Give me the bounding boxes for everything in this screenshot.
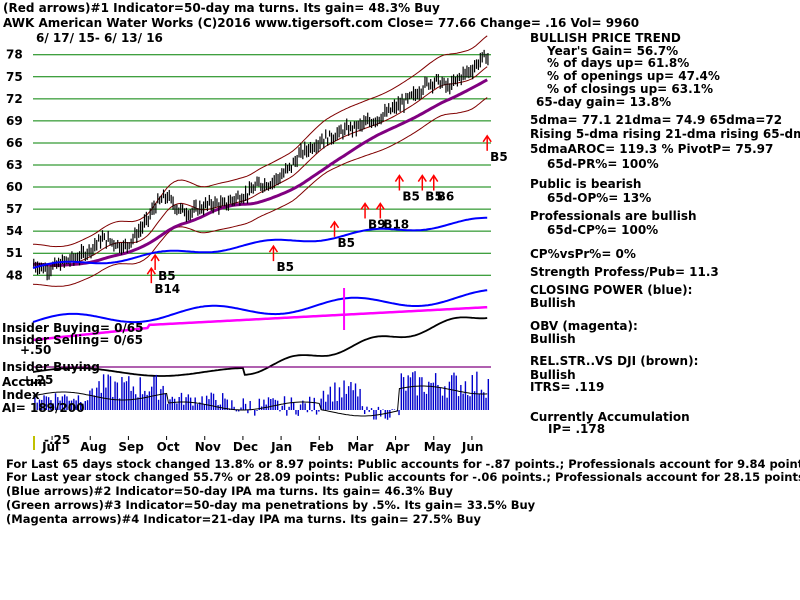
op-value: 65d-OP%= 13% [547, 191, 652, 205]
y-tick-label: 69 [6, 114, 23, 128]
x-tick-label: Aug [80, 440, 106, 454]
ip-value: IP= .178 [548, 422, 606, 436]
insider-buying-count: Insider Buying= 0/65 [2, 321, 144, 335]
upper-band-line [32, 35, 488, 248]
y-tick-label: 75 [6, 70, 23, 84]
accumulation-status: Currently Accumulation [530, 410, 690, 424]
signal-arrowhead [360, 202, 370, 210]
x-tick-label: Feb [309, 440, 334, 454]
x-tick-label: Jan [270, 440, 292, 454]
accum-plus25-label: +.25 [22, 373, 54, 387]
ma21-line [33, 66, 488, 268]
y-tick-label: 72 [6, 92, 23, 106]
accum-minus25-label: -.25 [44, 433, 71, 447]
signal-label: B5 [338, 236, 356, 250]
y-tick-label: 51 [6, 246, 23, 260]
signal-label: B5 [490, 150, 508, 164]
obv-line [32, 305, 488, 342]
signal-arrowhead [375, 202, 385, 210]
signal-arrowhead [394, 174, 405, 182]
lower-band-line [32, 97, 488, 287]
x-tick-label: Dec [233, 440, 258, 454]
closing-power-state: Bullish [530, 296, 576, 310]
signal-label: B6 [437, 190, 455, 204]
signal-label: B5 [402, 190, 420, 204]
x-tick-label: Jun [461, 440, 484, 454]
x-tick-label: Oct [157, 440, 180, 454]
signal-label: B14 [154, 282, 180, 296]
y-tick-label: 60 [6, 180, 23, 194]
accum-plus50-label: +.50 [20, 343, 52, 357]
ai-label: AI= 189/200 [2, 401, 85, 415]
x-tick-label: Sep [118, 440, 144, 454]
signal-arrowhead [429, 174, 439, 182]
y-tick-label: 57 [6, 202, 23, 216]
index-label: Index [2, 388, 40, 402]
gain-65: 65-day gain= 13.8% [536, 95, 672, 109]
blue-indicator-line [32, 289, 488, 324]
openings-up: % of openings up= 47.4% [547, 69, 720, 83]
rising-status: Rising 5-dma rising 21-dma rising 65-dma [530, 127, 800, 141]
cp-vs-pr: CP%vsPr%= 0% [530, 247, 636, 261]
relstr-state: Bullish [530, 368, 576, 382]
public-status: Public is bearish [530, 177, 642, 191]
y-tick-label: 66 [6, 136, 23, 150]
signal-arrowhead [417, 174, 427, 182]
insider-buying-label: Insider Buying [2, 360, 100, 374]
y-tick-label: 78 [6, 48, 23, 62]
x-tick-label: Nov [195, 440, 221, 454]
aroc-pivot: 5dmaAROC= 119.3 % PivotP= 75.97 [530, 142, 774, 156]
trend-title: BULLISH PRICE TREND [530, 31, 681, 45]
strength-ratio: Strength Profess/Pub= 11.3 [530, 265, 719, 279]
signal-arrowhead [329, 220, 340, 229]
x-tick-label: Jul [41, 440, 59, 454]
indicator-3-title: (Green arrows)#3 Indicator=50-day ma pen… [6, 498, 536, 512]
relstr-label: REL.STR..VS DJI (brown): [530, 354, 699, 368]
obv-state: Bullish [530, 332, 576, 346]
years-gain: Year's Gain= 56.7% [547, 44, 679, 58]
signal-arrowhead [482, 134, 492, 143]
chart-title: AWK American Water Works (C)2016 www.tig… [3, 16, 640, 30]
signal-arrowhead [268, 244, 279, 253]
y-tick-label: 54 [6, 224, 23, 238]
signal-label: B5 [276, 260, 294, 274]
rel-strength-line [32, 316, 488, 377]
indicator-2-title: (Blue arrows)#2 Indicator=50-day IPA ma … [6, 484, 453, 498]
itrs-value: ITRS= .119 [530, 380, 605, 394]
closing-power-label: CLOSING POWER (blue): [530, 283, 693, 297]
cp-value: 65d-CP%= 100% [547, 223, 659, 237]
footer-65day: For Last 65 days stock changed 13.8% or … [6, 457, 800, 471]
dma-values: 5dma= 77.1 21dma= 74.9 65dma=72 [530, 113, 783, 127]
obv-label: OBV (magenta): [530, 319, 638, 333]
signal-label: B18 [383, 217, 409, 231]
x-tick-label: Apr [386, 440, 410, 454]
indicator-4-title: (Magenta arrows)#4 Indicator=21-day IPA … [6, 512, 481, 526]
signal-label: B5 [425, 190, 443, 204]
ma65-line [33, 78, 488, 267]
signal-arrowhead [146, 266, 156, 275]
y-tick-label: 48 [6, 268, 23, 282]
date-range: 6/ 17/ 15- 6/ 13/ 16 [36, 31, 163, 45]
pr-value: 65d-PR%= 100% [547, 157, 659, 171]
signal-label: B5 [158, 269, 176, 283]
x-tick-label: May [424, 440, 452, 454]
accum-label: Accum [2, 375, 47, 389]
y-tick-label: 63 [6, 158, 23, 172]
indicator-1-title: (Red arrows)#1 Indicator=50-day ma turns… [3, 1, 440, 15]
insider-selling-count: Insider Selling= 0/65 [2, 333, 144, 347]
closings-up: % of closings up= 63.1% [547, 82, 714, 96]
x-tick-label: Mar [347, 440, 373, 454]
signal-arrowhead [150, 253, 160, 262]
days-up: % of days up= 61.8% [547, 56, 690, 70]
professionals-status: Professionals are bullish [530, 209, 697, 223]
footer-year: For Last year stock changed 55.7% or 28.… [6, 470, 800, 484]
closing-power-line [32, 216, 488, 269]
accum-ma-line [32, 385, 488, 417]
